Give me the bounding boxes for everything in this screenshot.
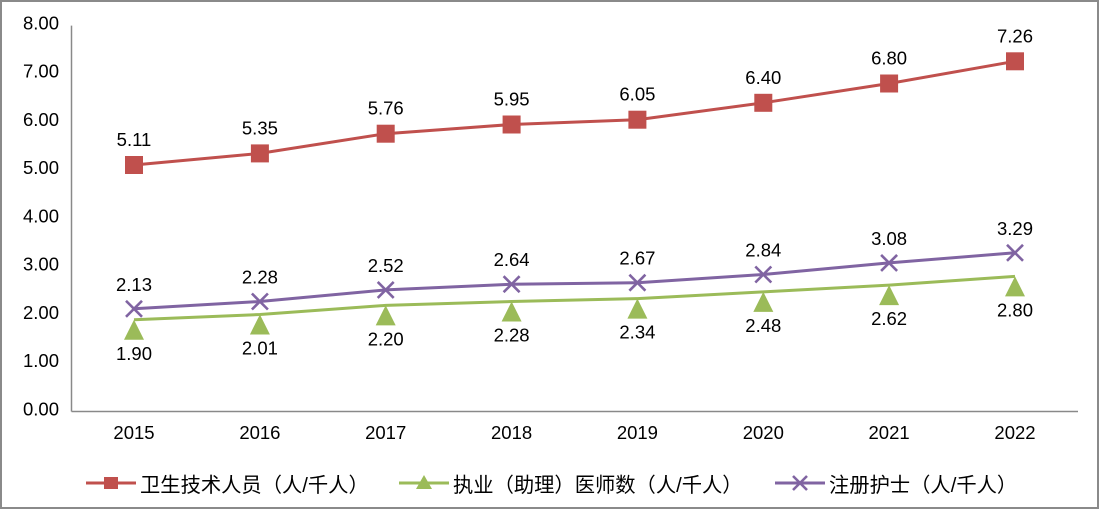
svg-text:2.20: 2.20 [368, 328, 404, 349]
svg-text:5.76: 5.76 [368, 98, 404, 119]
svg-text:5.11: 5.11 [117, 129, 152, 150]
svg-text:2016: 2016 [239, 422, 280, 443]
svg-text:2.52: 2.52 [368, 255, 404, 276]
svg-text:5.35: 5.35 [242, 117, 278, 138]
svg-text:5.00: 5.00 [23, 157, 59, 178]
svg-text:5.95: 5.95 [494, 89, 530, 110]
svg-text:2.62: 2.62 [871, 308, 907, 329]
svg-text:2.13: 2.13 [116, 274, 152, 295]
svg-text:2.48: 2.48 [745, 315, 781, 336]
svg-text:2.67: 2.67 [619, 248, 655, 269]
svg-text:2022: 2022 [994, 422, 1035, 443]
svg-text:1.90: 1.90 [116, 343, 152, 364]
svg-text:6.00: 6.00 [23, 109, 59, 130]
svg-text:2018: 2018 [491, 422, 532, 443]
svg-text:7.00: 7.00 [23, 61, 59, 82]
svg-text:4.00: 4.00 [23, 206, 59, 227]
svg-text:3.00: 3.00 [23, 254, 59, 275]
svg-text:2015: 2015 [113, 422, 154, 443]
svg-text:2.28: 2.28 [494, 325, 530, 346]
svg-text:2.28: 2.28 [242, 267, 278, 288]
svg-text:3.08: 3.08 [871, 228, 907, 249]
svg-text:2.34: 2.34 [619, 322, 655, 343]
svg-text:7.26: 7.26 [997, 25, 1033, 46]
svg-text:2020: 2020 [743, 422, 784, 443]
svg-text:8.00: 8.00 [23, 13, 59, 34]
svg-text:6.80: 6.80 [871, 48, 907, 69]
svg-text:2.84: 2.84 [745, 240, 781, 261]
svg-text:0.00: 0.00 [23, 398, 59, 419]
svg-text:2021: 2021 [869, 422, 910, 443]
svg-text:2.80: 2.80 [997, 299, 1033, 320]
svg-text:2.00: 2.00 [23, 302, 59, 323]
svg-text:6.05: 6.05 [619, 84, 655, 105]
svg-text:2.01: 2.01 [242, 338, 278, 359]
svg-text:3.29: 3.29 [997, 218, 1033, 239]
svg-text:2.64: 2.64 [494, 249, 530, 270]
svg-text:6.40: 6.40 [745, 67, 781, 88]
svg-text:2017: 2017 [365, 422, 406, 443]
svg-text:1.00: 1.00 [23, 350, 59, 371]
svg-text:2019: 2019 [617, 422, 658, 443]
